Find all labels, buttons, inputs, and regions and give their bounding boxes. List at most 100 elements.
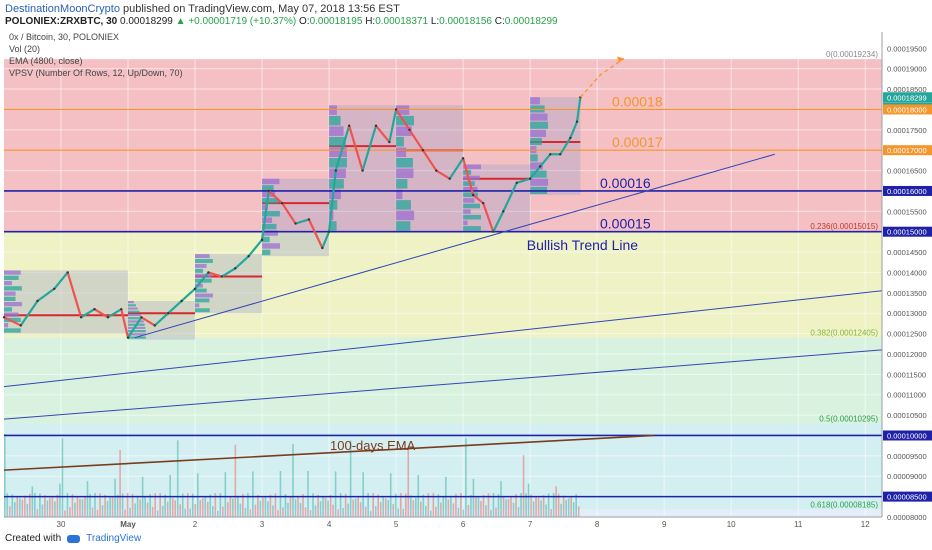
price-segment bbox=[221, 267, 236, 278]
price-point bbox=[327, 230, 331, 233]
volume-profile-row bbox=[4, 312, 19, 317]
volume-profile-row bbox=[463, 209, 471, 214]
volume-bar bbox=[357, 496, 359, 517]
volume-profile-row bbox=[396, 189, 403, 200]
volume-bar bbox=[21, 499, 24, 517]
volume-bar bbox=[99, 493, 101, 517]
footer: Created with TradingView bbox=[5, 533, 141, 544]
volume-bar bbox=[329, 495, 332, 517]
volume-bar bbox=[272, 505, 274, 517]
price-point bbox=[2, 316, 6, 319]
price-point bbox=[153, 324, 157, 327]
volume-bar bbox=[297, 496, 299, 517]
x-tick-label: 4 bbox=[327, 520, 332, 529]
volume-bar bbox=[467, 504, 470, 517]
volume-profile-row bbox=[396, 221, 411, 231]
volume-bar bbox=[472, 478, 475, 517]
volume-bar bbox=[447, 499, 450, 517]
volume-profile-row bbox=[4, 302, 22, 307]
volume-bar bbox=[204, 496, 207, 517]
tradingview-brand-link[interactable]: TradingView bbox=[86, 533, 142, 544]
volume-bar bbox=[114, 478, 116, 517]
volume-bar bbox=[435, 506, 437, 517]
created-with-label: Created with bbox=[5, 533, 62, 544]
volume-bar bbox=[535, 497, 537, 517]
volume-bar bbox=[557, 493, 560, 517]
price-point bbox=[53, 287, 56, 290]
price-point bbox=[549, 153, 552, 156]
level-label-1: 0.00017 bbox=[612, 134, 663, 150]
volume-bar bbox=[66, 493, 69, 517]
price-segment bbox=[516, 177, 531, 184]
open-label: O: bbox=[299, 16, 310, 27]
volume-bar bbox=[344, 493, 347, 517]
volume-bar bbox=[322, 497, 324, 517]
volume-bar bbox=[201, 498, 204, 517]
volume-bar bbox=[487, 493, 490, 517]
volume-bar bbox=[9, 506, 11, 517]
volume-bar bbox=[490, 509, 492, 517]
author-link[interactable]: DestinationMoonCrypto bbox=[5, 3, 120, 15]
volume-profile-row bbox=[463, 214, 482, 220]
volume-profile-row bbox=[262, 217, 273, 223]
price-point bbox=[361, 169, 364, 172]
volume-profile-row bbox=[463, 226, 481, 231]
price-tag-label-5: 0.00015000 bbox=[887, 228, 927, 237]
volume-profile-row bbox=[262, 236, 270, 243]
x-tick-label: 5 bbox=[394, 520, 399, 529]
volume-profile-row bbox=[195, 288, 207, 293]
price-point bbox=[260, 238, 264, 242]
price-tag-6 bbox=[883, 430, 932, 441]
volume-bar bbox=[74, 502, 76, 517]
volume-bar bbox=[174, 500, 177, 517]
y-tick-label: 0.00013500 bbox=[887, 289, 927, 298]
volume-bar bbox=[374, 506, 377, 517]
volume-bar bbox=[69, 507, 71, 517]
volume-bar bbox=[477, 497, 480, 517]
level-label-2: 0.00016 bbox=[600, 175, 651, 191]
volume-bar bbox=[349, 440, 352, 517]
volume-profile-row bbox=[195, 308, 210, 313]
volume-profile-row bbox=[329, 189, 341, 200]
volume-bar bbox=[181, 493, 184, 517]
price-tag-3 bbox=[883, 145, 932, 156]
volume-bar bbox=[294, 499, 297, 517]
volume-profile-row bbox=[329, 126, 344, 136]
volume-bar bbox=[302, 493, 304, 517]
volume-bar bbox=[262, 497, 264, 517]
ema-100-line bbox=[3, 434, 655, 471]
zone-05-0618 bbox=[4, 423, 882, 510]
price-segment bbox=[234, 255, 250, 270]
last-price: 0.00018299 bbox=[120, 16, 173, 27]
volume-bar bbox=[24, 495, 26, 517]
y-tick-label: 0.00013000 bbox=[887, 309, 927, 318]
price-point bbox=[79, 316, 83, 319]
volume-profile-row bbox=[262, 178, 280, 185]
volume-bar bbox=[470, 494, 472, 517]
volume-bar bbox=[495, 507, 497, 517]
price-segment bbox=[492, 210, 505, 233]
price-point bbox=[461, 157, 465, 160]
volume-profile-row bbox=[4, 296, 16, 302]
trend-line-2[interactable] bbox=[3, 349, 883, 420]
volume-bar bbox=[81, 499, 84, 517]
price-segment bbox=[53, 271, 69, 290]
volume-bar bbox=[179, 504, 182, 517]
volume-bar bbox=[239, 503, 242, 517]
trend-line-0[interactable] bbox=[134, 153, 775, 339]
volume-bar bbox=[510, 496, 512, 517]
projection-arrow-icon bbox=[616, 56, 624, 63]
legend-vpsv: VPSV (Number Of Rows, 12, Up/Down, 70) bbox=[9, 68, 183, 78]
trend-line-1[interactable] bbox=[3, 290, 883, 388]
volume-bar bbox=[354, 498, 357, 517]
price-point bbox=[528, 177, 532, 180]
volume-bar bbox=[367, 493, 369, 517]
volume-bar bbox=[420, 501, 422, 517]
price-segment bbox=[482, 202, 495, 233]
volume-bar bbox=[430, 510, 432, 517]
y-tick-label: 0.00014500 bbox=[887, 248, 927, 257]
volume-bar bbox=[144, 496, 146, 517]
volume-bar bbox=[247, 493, 249, 517]
price-segment bbox=[247, 239, 263, 257]
